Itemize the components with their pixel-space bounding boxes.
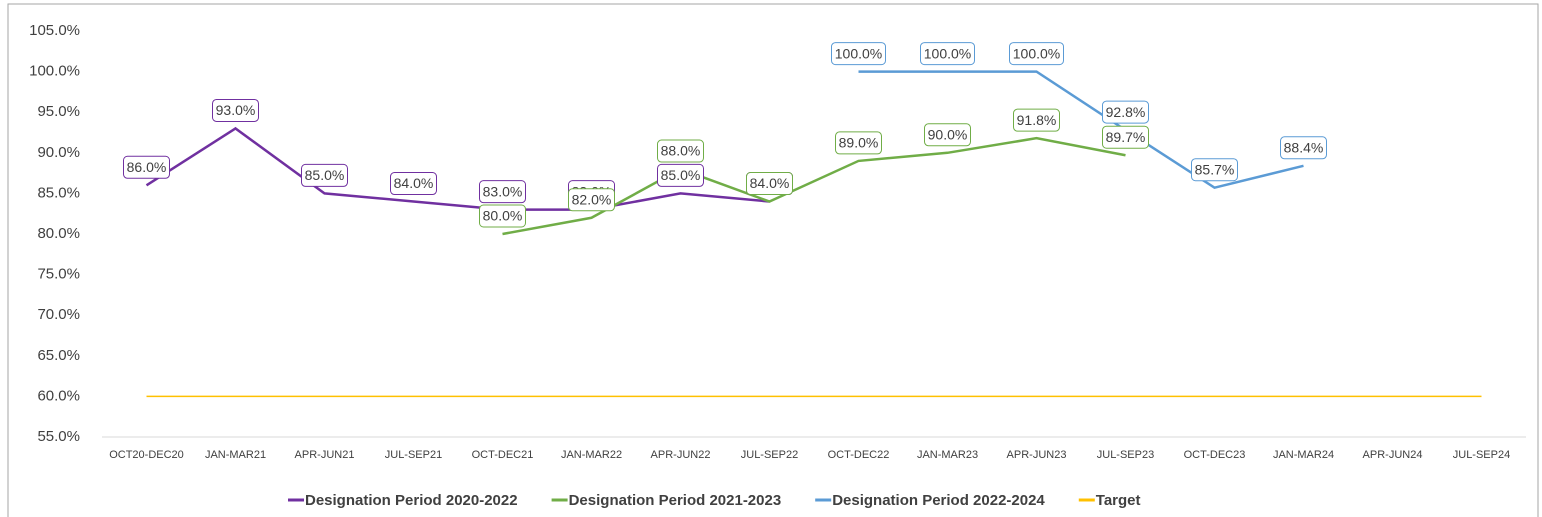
x-tick-label: OCT-DEC21: [472, 449, 534, 461]
data-label-box: [1013, 108, 1060, 132]
data-label-box: [123, 155, 170, 179]
data-label-box: [1102, 125, 1149, 149]
data-label-box: [1191, 158, 1238, 182]
data-label: 84.0%: [750, 175, 790, 191]
data-label: 85.0%: [305, 167, 345, 183]
data-label: 85.7%: [1195, 161, 1235, 177]
data-label: 82.0%: [572, 191, 612, 207]
x-tick-label: APR-JUN23: [1007, 449, 1067, 461]
data-label-box: [1102, 100, 1149, 124]
x-tick-label: APR-JUN22: [651, 449, 711, 461]
data-label-box: [1280, 136, 1327, 160]
data-label-box: [1009, 42, 1064, 66]
y-tick-label: 95.0%: [37, 103, 80, 120]
data-label: 90.0%: [928, 127, 968, 143]
data-label: 100.0%: [835, 45, 882, 61]
data-label-box: [479, 180, 526, 204]
x-tick-label: JUL-SEP24: [1453, 449, 1510, 461]
y-tick-label: 70.0%: [37, 306, 80, 323]
data-label-box: [831, 42, 886, 66]
y-tick-label: 75.0%: [37, 266, 80, 283]
x-tick-label: OCT-DEC22: [828, 449, 890, 461]
x-tick-label: JAN-MAR23: [917, 449, 978, 461]
data-label: 88.4%: [1284, 139, 1324, 155]
data-label: 100.0%: [924, 45, 971, 61]
y-tick-label: 100.0%: [29, 63, 80, 80]
data-label-box: [301, 163, 348, 187]
data-label: 89.7%: [1106, 129, 1146, 145]
data-label: 100.0%: [1013, 45, 1060, 61]
y-tick-label: 65.0%: [37, 347, 80, 364]
x-tick-label: JAN-MAR21: [205, 449, 266, 461]
y-tick-label: 90.0%: [37, 144, 80, 161]
data-label: 84.0%: [394, 175, 434, 191]
data-label-box: [920, 42, 975, 66]
x-tick-label: OCT20-DEC20: [109, 449, 184, 461]
x-tick-label: APR-JUN24: [1363, 449, 1423, 461]
data-label: 88.0%: [661, 143, 701, 159]
legend-label: Designation Period 2022-2024: [832, 492, 1045, 509]
x-tick-label: OCT-DEC23: [1184, 449, 1246, 461]
data-label: 93.0%: [216, 102, 256, 118]
x-tick-label: JUL-SEP22: [741, 449, 798, 461]
data-label-box: [479, 204, 526, 228]
data-label-box: [568, 188, 615, 212]
y-tick-label: 105.0%: [29, 22, 80, 39]
x-tick-label: JAN-MAR24: [1273, 449, 1334, 461]
x-tick-label: JUL-SEP23: [1097, 449, 1154, 461]
data-label-box: [657, 139, 704, 163]
data-label: 86.0%: [127, 159, 167, 175]
data-label-box: [746, 172, 793, 196]
series-line: [145, 126, 770, 211]
data-label: 85.0%: [661, 167, 701, 183]
x-tick-label: APR-JUN21: [295, 449, 355, 461]
chart-frame: [7, 3, 1539, 517]
y-tick-label: 55.0%: [37, 428, 80, 445]
x-tick-label: JUL-SEP21: [385, 449, 442, 461]
data-label-box: [212, 98, 259, 122]
y-tick-label: 80.0%: [37, 225, 80, 242]
data-label-box: [657, 163, 704, 187]
legend-label: Designation Period 2021-2023: [569, 492, 782, 509]
y-tick-label: 60.0%: [37, 387, 80, 404]
data-label-box: [390, 172, 437, 196]
data-label-box: [924, 123, 971, 147]
data-label: 92.8%: [1106, 104, 1146, 120]
data-label: 91.8%: [1017, 112, 1057, 128]
y-tick-label: 85.0%: [37, 184, 80, 201]
data-label: 80.0%: [483, 208, 523, 224]
data-label-box: [835, 131, 882, 155]
series-line: [858, 70, 1304, 190]
legend-label: Designation Period 2020-2022: [305, 492, 518, 509]
data-label: 89.0%: [839, 135, 879, 151]
legend-label: Target: [1096, 492, 1141, 509]
x-tick-label: JAN-MAR22: [561, 449, 622, 461]
data-label: 83.0%: [483, 183, 523, 199]
